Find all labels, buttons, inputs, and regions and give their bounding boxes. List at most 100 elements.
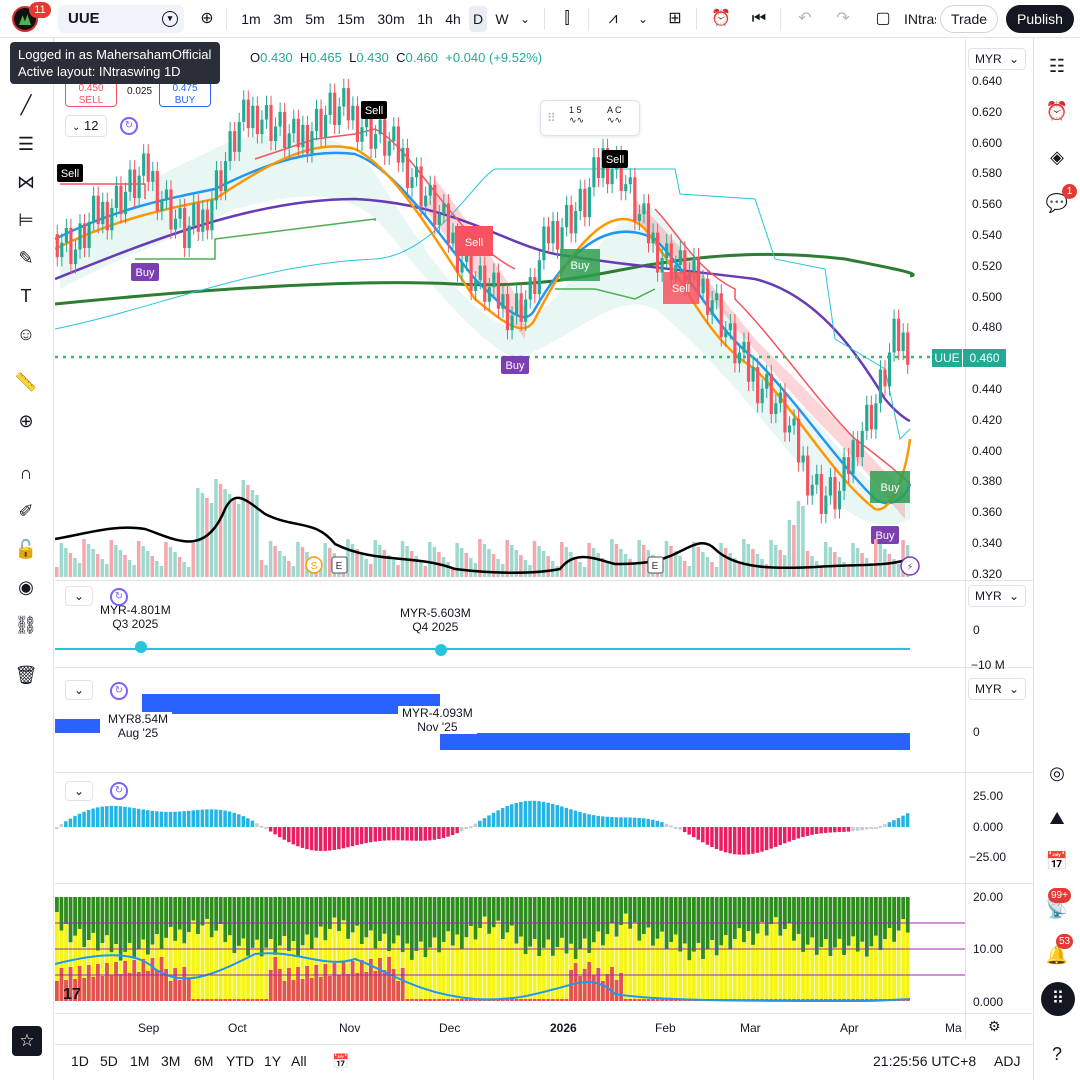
- text-icon[interactable]: T: [20, 286, 32, 306]
- price-axis[interactable]: 0.640 0.620 0.600 0.580 0.560 0.540 0.520 0.500…: [965, 39, 1033, 1039]
- tf-30m[interactable]: 30m: [377, 11, 405, 27]
- tf-4h[interactable]: 4h: [445, 11, 461, 27]
- range-ytd[interactable]: YTD: [226, 1053, 254, 1069]
- tf-1m[interactable]: 1m: [241, 11, 261, 27]
- pane2-currency-select[interactable]: MYR ⌄: [968, 585, 1026, 607]
- interval-input[interactable]: ⌄ 12: [65, 115, 107, 137]
- range-1m[interactable]: 1M: [130, 1053, 150, 1069]
- fib-icon[interactable]: ☰: [17, 134, 35, 154]
- templates-icon[interactable]: ⊞: [668, 10, 682, 27]
- tf-1h[interactable]: 1h: [417, 11, 433, 27]
- chart-canvas[interactable]: Sell Sell Sell Sell Sell Buy Buy Buy Buy…: [55, 39, 965, 1039]
- stack-bar: [601, 981, 605, 1001]
- tf-3m[interactable]: 3m: [273, 11, 293, 27]
- pane3-currency-select[interactable]: MYR ⌄: [968, 678, 1026, 700]
- candle-body: [96, 195, 100, 225]
- publish-button[interactable]: Publish: [1006, 5, 1074, 33]
- layout-icon[interactable]: ▢: [875, 10, 891, 27]
- alerts-clock-icon[interactable]: ⏰: [1045, 101, 1069, 121]
- pane2-sync-icon[interactable]: ↻: [110, 588, 128, 606]
- pane3-collapse-toggle[interactable]: ⌄: [65, 680, 93, 700]
- histogram-bar: [378, 827, 382, 842]
- range-1d[interactable]: 1D: [71, 1053, 89, 1069]
- histogram-bar: [437, 827, 441, 840]
- help-icon[interactable]: ?: [1051, 1044, 1062, 1064]
- calendar-icon[interactable]: 📅: [1045, 851, 1069, 871]
- symbol-info-icon[interactable]: ▾: [162, 11, 178, 27]
- chat-icon[interactable]: 💬: [1045, 193, 1069, 213]
- apps-grid-icon[interactable]: ⠿: [1041, 982, 1075, 1016]
- sell-button[interactable]: 0.450 SELL: [65, 80, 117, 107]
- replay-icon[interactable]: ⏮: [751, 10, 767, 27]
- indicators-dropdown-icon[interactable]: ⌄: [637, 12, 649, 26]
- buy-button[interactable]: 0.475 BUY: [159, 80, 211, 107]
- histogram-bar: [805, 827, 810, 836]
- tf-daily[interactable]: D: [469, 6, 487, 32]
- goto-date-icon[interactable]: 📅: [332, 1053, 350, 1069]
- gauge-icon[interactable]: ◎: [1049, 763, 1065, 783]
- range-all[interactable]: All: [291, 1053, 307, 1069]
- candle-body: [119, 185, 123, 215]
- lock-icon[interactable]: 🔓: [14, 539, 38, 559]
- undo-icon[interactable]: ↶: [798, 10, 812, 27]
- emoji-icon[interactable]: ☺: [16, 324, 36, 344]
- pane-divider-1[interactable]: [55, 580, 1033, 581]
- link-icon[interactable]: ⛓: [14, 615, 38, 635]
- floating-drawing-toolbar[interactable]: ⠿ 1 5 ∿∿ A C ∿∿: [540, 100, 640, 136]
- notification-bell-icon[interactable]: 🔔: [1045, 945, 1069, 965]
- eye-icon[interactable]: ◉: [18, 577, 34, 597]
- range-3m[interactable]: 3M: [161, 1053, 181, 1069]
- pane3-sync-icon[interactable]: ↻: [110, 682, 128, 700]
- alert-icon[interactable]: ⏰: [711, 10, 731, 27]
- stack-bar: [414, 999, 419, 1001]
- candle-body: [64, 227, 68, 243]
- clock[interactable]: 21:25:56 UTC+8: [873, 1053, 977, 1069]
- stack-bar: [186, 979, 191, 1001]
- range-6m[interactable]: 6M: [194, 1053, 214, 1069]
- tf-15m[interactable]: 15m: [337, 11, 365, 27]
- tf-5m[interactable]: 5m: [305, 11, 325, 27]
- ruler-icon[interactable]: 📏: [14, 372, 38, 392]
- stream-icon[interactable]: 📡: [1045, 899, 1069, 919]
- ideas-mountain-icon[interactable]: ⛰: [1049, 808, 1065, 828]
- stack-bar: [505, 932, 510, 1001]
- stack-bar: [323, 897, 328, 941]
- currency-select[interactable]: MYR ⌄: [968, 48, 1026, 70]
- timeframe-dropdown-icon[interactable]: ⌄: [519, 12, 531, 26]
- pane-divider-3[interactable]: [55, 772, 1033, 773]
- range-1y[interactable]: 1Y: [264, 1053, 282, 1069]
- stack-bar: [232, 953, 237, 1001]
- pattern-icon[interactable]: ⋈: [17, 172, 35, 192]
- indicators-icon[interactable]: ⩘: [608, 10, 618, 27]
- forecast-icon[interactable]: ⊨: [18, 210, 34, 230]
- layout-name[interactable]: INtraswing: [904, 11, 936, 27]
- pane4-sync-icon[interactable]: ↻: [110, 782, 128, 800]
- pane4-collapse-toggle[interactable]: ⌄: [65, 781, 93, 801]
- trendline-icon[interactable]: ╱: [20, 95, 32, 115]
- pane-divider-4[interactable]: [55, 883, 1033, 884]
- layers-icon[interactable]: ◈: [1050, 147, 1064, 167]
- favorites-star-icon[interactable]: ☆: [12, 1026, 42, 1056]
- lock-drawing-icon[interactable]: ✐: [18, 501, 34, 521]
- axis-settings-gear-icon[interactable]: ⚙: [988, 1018, 1001, 1034]
- trade-button[interactable]: Trade: [940, 5, 998, 33]
- volume-bar: [896, 564, 901, 577]
- tf-weekly[interactable]: W: [495, 11, 509, 27]
- trash-icon[interactable]: 🗑: [14, 665, 38, 685]
- candle-type-icon[interactable]: ⫿: [564, 10, 570, 27]
- brush-icon[interactable]: ✎: [18, 248, 34, 268]
- pane-divider-2[interactable]: [55, 667, 1033, 668]
- redo-icon[interactable]: ↷: [836, 10, 850, 27]
- stack-bar: [528, 999, 532, 1001]
- watchlist-icon[interactable]: ☷: [1048, 56, 1066, 76]
- symbol-search[interactable]: UUE ▾: [58, 5, 184, 33]
- zoom-icon[interactable]: ⊕: [18, 411, 34, 431]
- candle-body: [642, 203, 646, 215]
- range-5d[interactable]: 5D: [100, 1053, 118, 1069]
- stack-bar: [300, 979, 305, 1001]
- main-sync-icon[interactable]: ↻: [120, 117, 138, 135]
- compare-add-icon[interactable]: ⊕: [200, 10, 214, 27]
- magnet-icon[interactable]: ∩: [19, 463, 33, 483]
- adj-toggle[interactable]: ADJ: [994, 1053, 1021, 1069]
- pane2-collapse-toggle[interactable]: ⌄: [65, 586, 93, 606]
